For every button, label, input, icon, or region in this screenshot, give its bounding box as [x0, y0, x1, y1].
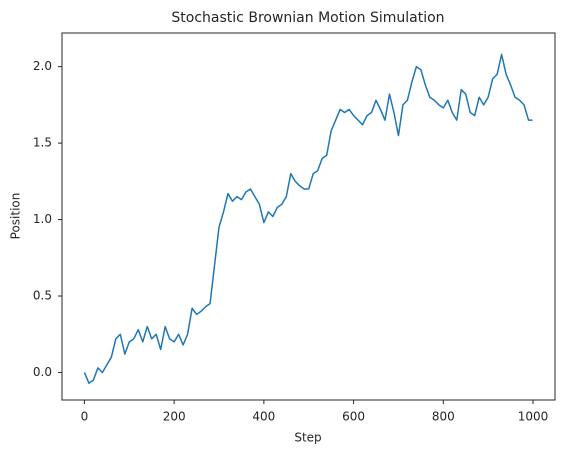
y-tick-label: 2.0 [33, 59, 52, 73]
y-tick-label: 0.0 [33, 365, 52, 379]
x-tick-label: 0 [81, 410, 89, 424]
y-tick-label: 1.0 [33, 212, 52, 226]
x-axis-label: Step [294, 431, 321, 445]
x-tick-label: 400 [252, 410, 275, 424]
x-tick-label: 1000 [518, 410, 549, 424]
y-tick-label: 0.5 [33, 289, 52, 303]
plot-frame [61, 32, 556, 401]
y-axis-label: Position [9, 193, 23, 240]
data-line [83, 53, 533, 384]
x-tick-label: 800 [432, 410, 455, 424]
chart-title: Stochastic Brownian Motion Simulation [171, 10, 444, 26]
y-tick-label: 1.5 [33, 136, 52, 150]
x-tick-label: 600 [342, 410, 365, 424]
x-tick-label: 200 [163, 410, 186, 424]
